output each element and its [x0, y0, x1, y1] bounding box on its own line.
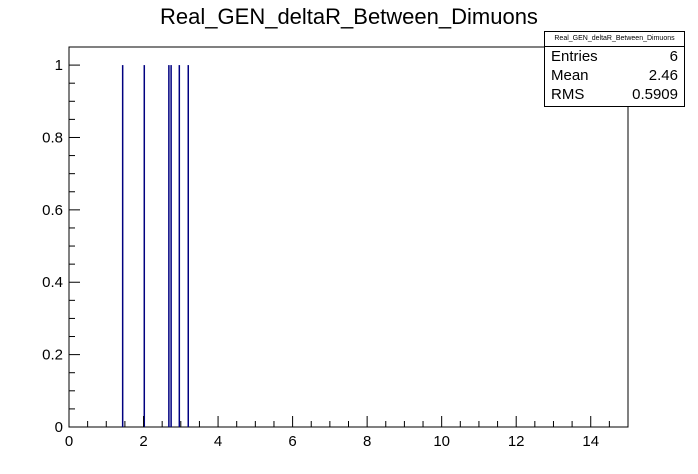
- stats-mean-label: Mean: [551, 67, 589, 84]
- y-tick-label: 0.6: [42, 202, 63, 219]
- stats-row-rms: RMS 0.5909: [545, 85, 684, 104]
- stats-row-mean: Mean 2.46: [545, 66, 684, 85]
- stats-rms-label: RMS: [551, 86, 585, 103]
- chart-title: Real_GEN_deltaR_Between_Dimuons: [160, 4, 538, 29]
- x-tick-label: 12: [508, 433, 525, 450]
- stats-mean-value: 2.46: [648, 67, 678, 84]
- histogram-bin-1: [143, 65, 146, 427]
- histogram-bin-2: [168, 65, 170, 427]
- y-tick-label: 0.8: [42, 129, 63, 146]
- x-tick-label: 6: [288, 433, 296, 450]
- stats-entries-label: Entries: [551, 48, 598, 65]
- y-tick-label: 1: [55, 57, 63, 74]
- x-tick-label: 14: [582, 433, 599, 450]
- histogram-bin-5: [187, 65, 190, 427]
- x-tick-label: 2: [139, 433, 147, 450]
- y-tick-label: 0.2: [42, 347, 63, 364]
- x-tick-label: 10: [433, 433, 450, 450]
- histogram-bin-4: [178, 65, 181, 427]
- x-tick-label: 8: [363, 433, 371, 450]
- stats-box: Real_GEN_deltaR_Between_Dimuons Entries …: [544, 31, 685, 107]
- histogram-bin-3: [170, 65, 172, 427]
- stats-box-title: Real_GEN_deltaR_Between_Dimuons: [545, 32, 684, 47]
- histogram-bin-0: [121, 65, 124, 427]
- x-tick-label: 4: [214, 433, 222, 450]
- y-tick-label: 0: [55, 419, 63, 436]
- stats-rms-value: 0.5909: [632, 86, 678, 103]
- stats-row-entries: Entries 6: [545, 47, 684, 66]
- x-tick-label: 0: [65, 433, 73, 450]
- stats-entries-value: 6: [669, 48, 678, 65]
- y-tick-label: 0.4: [42, 274, 63, 291]
